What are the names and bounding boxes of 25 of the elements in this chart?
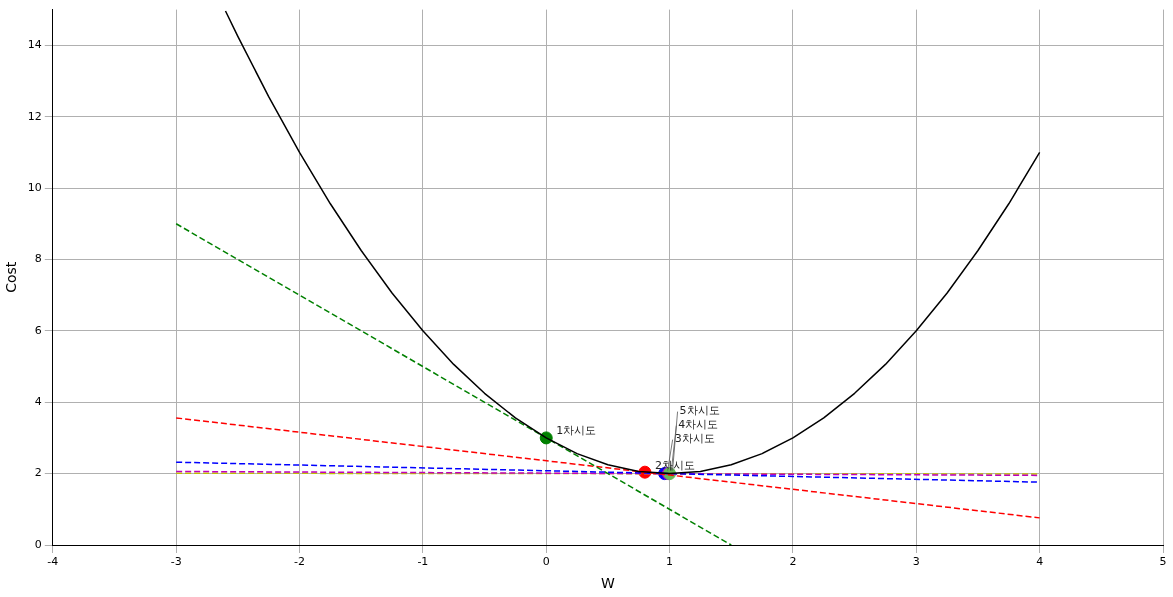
y-axis-title: Cost xyxy=(3,261,20,293)
annotation: 3차시도 xyxy=(674,431,715,445)
x-tick-label: -1 xyxy=(417,555,429,569)
annotation: 5차시도 xyxy=(679,403,720,417)
x-tick-label: -2 xyxy=(294,555,305,569)
y-tick-label: 10 xyxy=(27,180,42,194)
x-tick-label: 0 xyxy=(542,555,550,569)
y-tick-label: 6 xyxy=(34,323,42,337)
y-tick-label: 8 xyxy=(34,252,42,266)
x-tick-label: -3 xyxy=(170,555,182,569)
x-axis-title: W xyxy=(600,575,615,592)
y-tick-label: 2 xyxy=(34,466,42,480)
x-tick-label: 5 xyxy=(1159,555,1167,569)
y-tick-label: 4 xyxy=(34,395,42,409)
x-tick-label: 3 xyxy=(912,555,920,569)
x-tick-label: 1 xyxy=(666,555,674,569)
y-tick-label: 14 xyxy=(27,38,42,52)
y-tick-label: 12 xyxy=(27,109,42,123)
x-tick-label: -4 xyxy=(47,555,59,569)
annotation: 2차시도 xyxy=(654,458,695,472)
annotation: 4차시도 xyxy=(678,417,719,431)
y-tick-label: 0 xyxy=(34,537,42,551)
x-tick-label: 2 xyxy=(789,555,797,569)
x-tick-label: 4 xyxy=(1036,555,1044,569)
annotation: 1차시도 xyxy=(556,424,597,438)
